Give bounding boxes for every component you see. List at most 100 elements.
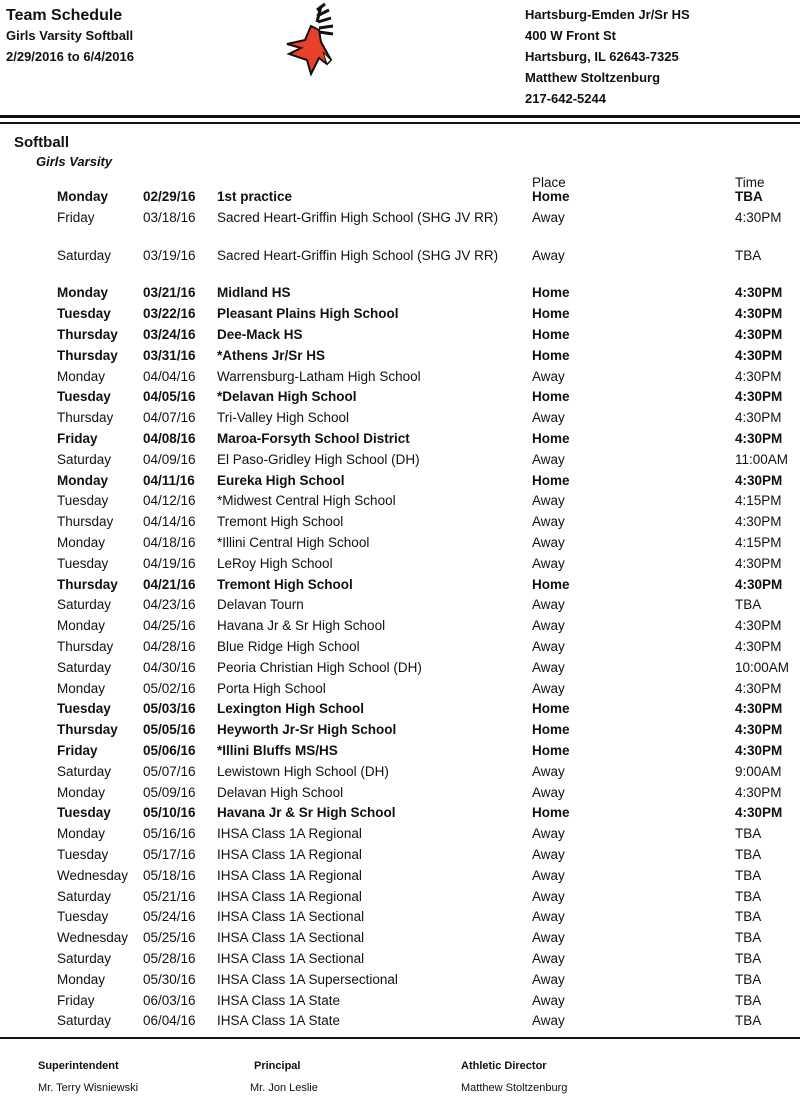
opponent-cell: Sacred Heart-Griffin High School (SHG JV…: [217, 209, 499, 225]
date-cell: 03/24/16: [143, 327, 196, 342]
date-cell: 05/25/16: [143, 930, 196, 946]
opponent-cell: Lewistown High School (DH): [217, 763, 389, 779]
date-cell: 04/19/16: [143, 555, 196, 571]
day-cell: Thursday: [57, 347, 118, 363]
table-row: Thursday 04/14/16 Tremont High School Away 4…: [0, 514, 800, 534]
opponent-cell: Maroa-Forsyth School District: [217, 431, 410, 446]
place-cell: Home: [532, 306, 570, 322]
date-cell: 03/31/16: [143, 347, 196, 363]
date-cell: 05/10/16: [143, 805, 196, 821]
place-cell: Away: [532, 971, 565, 987]
place-cell: Away: [532, 826, 565, 842]
opponent-cell: Porta High School: [217, 680, 326, 696]
date-cell: 04/21/16: [143, 576, 196, 592]
day-cell: Wednesday: [57, 867, 129, 883]
time-cell: 4:30PM: [735, 327, 783, 342]
opponent-cell: Peoria Christian High School (DH): [217, 659, 422, 675]
day-cell: Saturday: [57, 247, 112, 263]
date-cell: 04/07/16: [143, 410, 196, 426]
day-cell: Saturday: [57, 659, 112, 675]
date-cell: 04/18/16: [143, 535, 196, 550]
table-row: Friday 05/06/16 *Illini Bluffs MS/HS Home 4:…: [0, 743, 800, 763]
opponent-cell: IHSA Class 1A Regional: [217, 867, 362, 883]
place-cell: Away: [532, 1013, 565, 1029]
date-cell: 05/03/16: [143, 701, 196, 717]
time-cell: TBA: [735, 971, 762, 987]
opponent-cell: IHSA Class 1A Regional: [217, 826, 362, 842]
day-cell: Thursday: [57, 576, 118, 592]
sport-heading: Softball: [14, 134, 69, 151]
day-cell: Monday: [57, 368, 106, 384]
time-cell: 4:30PM: [735, 618, 782, 634]
place-cell: Away: [532, 763, 565, 779]
day-cell: Thursday: [57, 639, 114, 654]
time-cell: TBA: [735, 597, 762, 613]
day-cell: Friday: [57, 743, 98, 758]
day-cell: Monday: [57, 189, 109, 204]
date-cell: 04/12/16: [143, 493, 196, 509]
day-cell: Thursday: [57, 410, 114, 426]
place-cell: Home: [532, 743, 570, 758]
table-row: Thursday 04/21/16 Tremont High School Home 4…: [0, 577, 800, 597]
day-cell: Monday: [57, 535, 106, 550]
level-heading: Girls Varsity: [36, 154, 113, 169]
table-row: Saturday 05/21/16 IHSA Class 1A Regional Aw…: [0, 889, 800, 909]
day-cell: Friday: [57, 209, 95, 225]
table-row: Saturday 05/28/16 IHSA Class 1A Sectional A…: [0, 951, 800, 971]
time-cell: 4:30PM: [735, 701, 783, 717]
table-row: Saturday 04/09/16 El Paso-Gridley High Sch…: [0, 452, 800, 472]
time-cell: 4:30PM: [735, 209, 782, 225]
day-cell: Thursday: [57, 514, 114, 530]
place-cell: Away: [532, 992, 565, 1008]
day-cell: Tuesday: [57, 909, 109, 925]
table-row: Wednesday 05/18/16 IHSA Class 1A Regional A…: [0, 868, 800, 888]
table-row: Monday 05/16/16 IHSA Class 1A Regional Away…: [0, 826, 800, 846]
team-name: Girls Varsity Softball: [6, 28, 134, 43]
contact-phone: 217-642-5244: [525, 91, 606, 106]
day-cell: Saturday: [57, 1013, 112, 1029]
day-cell: Saturday: [57, 763, 112, 779]
date-cell: 03/21/16: [143, 285, 196, 301]
place-cell: Home: [532, 701, 570, 717]
day-cell: Monday: [57, 826, 106, 842]
opponent-cell: *Illini Bluffs MS/HS: [217, 743, 338, 758]
time-cell: 9:00AM: [735, 763, 782, 779]
opponent-cell: IHSA Class 1A Regional: [217, 888, 362, 904]
time-cell: 4:30PM: [735, 306, 783, 322]
time-cell: 4:30PM: [735, 722, 783, 738]
day-cell: Monday: [57, 472, 109, 488]
opponent-cell: Pleasant Plains High School: [217, 306, 399, 322]
opponent-cell: Eureka High School: [217, 472, 345, 488]
opponent-cell: LeRoy High School: [217, 555, 333, 571]
opponent-cell: Dee-Mack HS: [217, 327, 303, 342]
principal-name: Mr. Jon Leslie: [250, 1082, 318, 1094]
date-cell: 04/30/16: [143, 659, 196, 675]
table-row: Saturday 04/30/16 Peoria Christian High Sc…: [0, 660, 800, 680]
opponent-cell: IHSA Class 1A State: [217, 992, 341, 1008]
time-cell: 4:30PM: [735, 743, 783, 758]
date-cell: 05/07/16: [143, 763, 196, 779]
time-cell: TBA: [735, 951, 762, 966]
place-cell: Away: [532, 410, 565, 426]
header-divider-secondary: [0, 122, 800, 124]
school-city: Hartsburg, IL 62643-7325: [525, 49, 679, 64]
table-row: Thursday 03/31/16 *Athens Jr/Sr HS Home 4:30…: [0, 348, 800, 368]
day-cell: Thursday: [57, 722, 118, 738]
opponent-cell: *Athens Jr/Sr HS: [217, 347, 326, 363]
table-row: Tuesday 05/24/16 IHSA Class 1A Sectional Aw…: [0, 909, 800, 929]
table-row: Saturday 04/23/16 Delavan Tourn Away TBA: [0, 597, 800, 617]
place-cell: Away: [532, 888, 565, 904]
place-cell: Away: [532, 618, 565, 634]
date-cell: 05/30/16: [143, 971, 196, 987]
school-address: 400 W Front St: [525, 28, 617, 43]
day-cell: Monday: [57, 680, 106, 696]
date-cell: 04/28/16: [143, 639, 196, 654]
opponent-cell: Heyworth Jr-Sr High School: [217, 722, 397, 738]
time-cell: TBA: [735, 847, 762, 862]
time-cell: 4:30PM: [735, 389, 783, 405]
place-cell: Away: [532, 951, 565, 966]
time-cell: TBA: [735, 867, 762, 883]
table-row: Wednesday 05/25/16 IHSA Class 1A Sectional…: [0, 930, 800, 950]
day-cell: Thursday: [57, 327, 118, 342]
day-cell: Tuesday: [57, 847, 109, 862]
